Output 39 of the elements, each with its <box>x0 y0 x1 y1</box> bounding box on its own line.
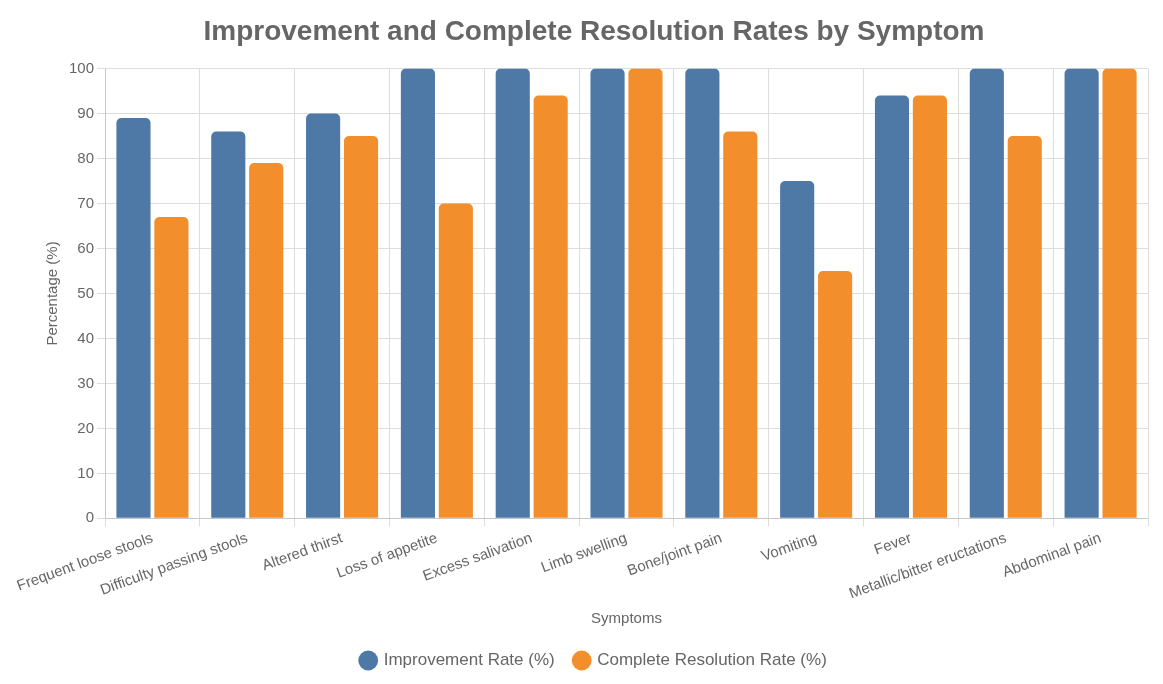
y-tick-label: 70 <box>77 193 95 211</box>
y-tick-label: 30 <box>77 373 95 391</box>
bar <box>400 68 435 518</box>
y-tick-label: 50 <box>77 283 95 301</box>
bar <box>438 203 473 518</box>
bar <box>818 270 853 518</box>
bar <box>306 113 341 518</box>
bar <box>116 118 151 518</box>
bar <box>533 95 568 518</box>
y-tick-label: 0 <box>85 508 95 526</box>
bar <box>343 136 379 518</box>
bar <box>685 68 720 518</box>
y-tick-label: 40 <box>77 328 95 346</box>
bar <box>1102 68 1137 518</box>
bar <box>628 68 663 518</box>
y-axis-title: Percentage (%) <box>43 241 61 346</box>
bar <box>249 163 284 518</box>
y-tick-label: 100 <box>69 58 95 76</box>
chart-title: Improvement and Complete Resolution Rates by Symptom <box>203 14 985 46</box>
bar <box>211 131 246 518</box>
bar <box>495 68 530 518</box>
x-tick-label: Fever <box>871 528 914 558</box>
bar <box>912 95 947 518</box>
bar <box>969 68 1004 518</box>
bar <box>723 131 758 518</box>
y-tick-label: 60 <box>77 238 95 256</box>
y-tick-label: 10 <box>77 463 95 481</box>
legend-label: Improvement Rate (%) <box>383 650 555 670</box>
y-tick-label: 90 <box>77 103 95 121</box>
y-tick-label: 80 <box>77 148 95 166</box>
y-tick-label: 20 <box>77 418 95 436</box>
bar <box>1064 68 1099 518</box>
bar <box>1007 136 1042 518</box>
bar <box>590 68 625 518</box>
bar <box>780 181 815 518</box>
legend-label: Complete Resolution Rate (%) <box>597 650 827 670</box>
x-axis-title: Symptoms <box>591 609 662 627</box>
bar <box>154 217 189 518</box>
bar <box>874 95 910 518</box>
